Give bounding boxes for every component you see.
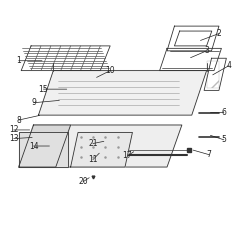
Text: 11: 11 <box>88 155 98 164</box>
Text: 21: 21 <box>88 139 98 148</box>
Text: 15: 15 <box>38 85 48 94</box>
Text: 6: 6 <box>222 108 226 117</box>
Text: 17: 17 <box>123 152 132 160</box>
Text: 2: 2 <box>216 29 221 38</box>
Text: 13: 13 <box>9 134 18 143</box>
Polygon shape <box>19 125 70 167</box>
Bar <box>206 61 219 88</box>
Text: 12: 12 <box>9 126 18 134</box>
Polygon shape <box>19 125 182 167</box>
Text: 4: 4 <box>226 61 231 70</box>
Text: 14: 14 <box>29 142 38 150</box>
Text: 5: 5 <box>222 135 226 144</box>
Text: 7: 7 <box>206 150 212 159</box>
Polygon shape <box>38 70 206 115</box>
Text: 20: 20 <box>78 177 88 186</box>
Text: 10: 10 <box>105 66 115 75</box>
Polygon shape <box>70 132 132 167</box>
Text: 1: 1 <box>16 56 21 65</box>
Text: 9: 9 <box>31 98 36 107</box>
Text: 8: 8 <box>16 116 21 124</box>
Polygon shape <box>19 132 68 167</box>
Text: 3: 3 <box>204 46 209 55</box>
